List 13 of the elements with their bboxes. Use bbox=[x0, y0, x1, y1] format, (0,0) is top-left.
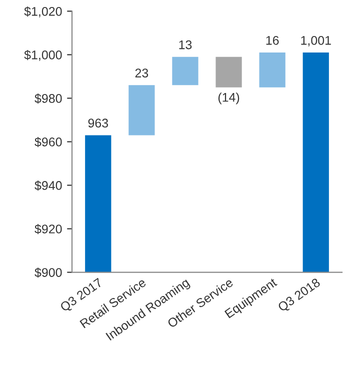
y-tick-label: $940 bbox=[34, 180, 62, 191]
y-tick-label: $1,000 bbox=[24, 50, 62, 61]
data-label: (14) bbox=[218, 92, 240, 104]
data-label: 23 bbox=[135, 68, 148, 78]
data-label: 13 bbox=[179, 40, 192, 50]
y-tick-label: $920 bbox=[34, 224, 62, 234]
y-tick-label: $1,020 bbox=[24, 6, 62, 18]
data-label: 963 bbox=[88, 118, 108, 128]
y-tick-label: $980 bbox=[34, 94, 62, 104]
data-label: 16 bbox=[266, 36, 279, 45]
y-tick-label: $900 bbox=[34, 268, 62, 278]
data-label: 1,001 bbox=[301, 36, 331, 46]
y-tick-label: $960 bbox=[34, 137, 62, 148]
